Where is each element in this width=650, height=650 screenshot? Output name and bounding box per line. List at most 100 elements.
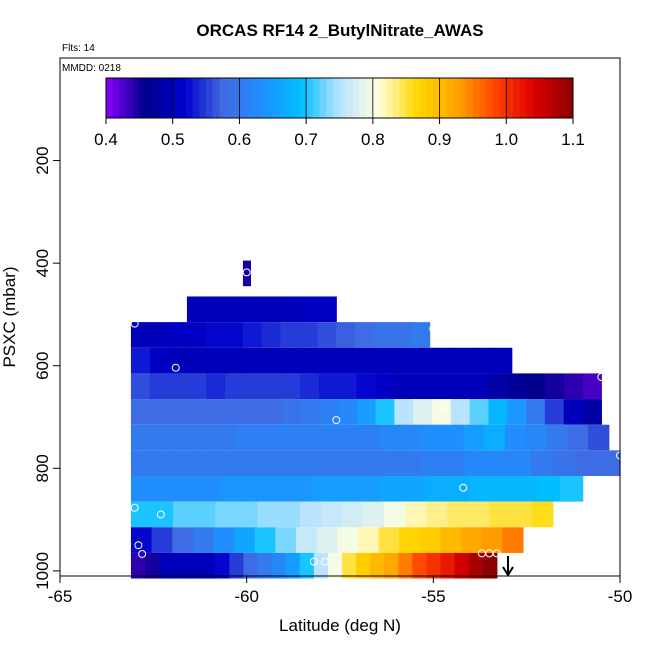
heatmap-cell (198, 475, 222, 502)
colorbar-cell (506, 78, 514, 118)
colorbar-cell (106, 78, 114, 118)
colorbar-cell (179, 78, 187, 118)
heatmap-cell (454, 347, 475, 374)
heatmap-cell (394, 373, 414, 400)
colorbar-cell (186, 78, 194, 118)
heatmap-cell (482, 552, 498, 579)
heatmap-cell (321, 347, 341, 374)
colorbar-cell (306, 78, 314, 118)
heatmap-cell (151, 424, 174, 451)
heatmap-cell (151, 527, 173, 553)
colorbar-cell (546, 78, 554, 118)
heatmap-cell (299, 552, 315, 579)
heatmap-cell (353, 450, 377, 476)
heatmap-cell (440, 552, 456, 579)
sample-point (332, 416, 341, 425)
colorbar-cell (286, 78, 294, 118)
colorbar-cell (512, 78, 521, 118)
colorbar-cell (372, 78, 381, 118)
heatmap-cell (563, 399, 584, 425)
heatmap-cell (234, 527, 256, 553)
sample-point (242, 268, 251, 277)
heatmap-cell (413, 399, 433, 425)
y-axis-label: PSXC (mbar) (0, 266, 19, 367)
heatmap-cell (486, 450, 510, 476)
colorbar-cell (332, 78, 340, 118)
colorbar-cell (526, 78, 534, 118)
heatmap-cell (262, 399, 283, 425)
heatmap-cell (370, 552, 385, 579)
heatmap-cell (130, 501, 153, 528)
heatmap-cell (582, 373, 602, 400)
heatmap-cell (130, 373, 151, 400)
colorbar-cell (499, 78, 507, 118)
heatmap-cell (271, 552, 287, 579)
heatmap-cell (188, 347, 208, 374)
heatmap-cell (226, 347, 246, 374)
heatmap-cell (269, 296, 288, 323)
heatmap-cell (502, 527, 524, 553)
heatmap-cell (468, 501, 491, 528)
heatmap-cell (537, 475, 561, 502)
colorbar-cell (146, 78, 154, 118)
heatmap-cell (285, 552, 301, 579)
flights-label: Flts: 14 (62, 43, 95, 54)
heatmap-cell (280, 322, 300, 348)
sample-point (134, 541, 143, 550)
sample-point (597, 373, 606, 382)
heatmap-cell (130, 347, 151, 374)
heatmap-cell (173, 501, 195, 528)
colorbar-cell (359, 78, 367, 118)
heatmap-cell (327, 552, 343, 579)
colorbar-cell (479, 78, 487, 118)
heatmap-cell (153, 475, 177, 502)
heatmap-cell (149, 373, 170, 400)
heatmap-cell (168, 373, 188, 400)
heatmap-cell (253, 296, 271, 323)
colorbar-frame (105, 77, 574, 119)
heatmap-cell (442, 424, 464, 451)
sample-points (130, 268, 624, 566)
heatmap-cell (334, 475, 358, 502)
heatmap-cell (234, 424, 257, 451)
heatmap-cell (149, 322, 169, 348)
y-tick-label: 1000 (33, 552, 52, 590)
x-tick-label: -55 (421, 587, 446, 606)
heatmap-cell (262, 373, 283, 400)
heatmap-cell (214, 424, 236, 451)
sample-point (138, 549, 147, 558)
heatmap-cell (130, 322, 151, 348)
x-axis: -65 -60 -55 -50 (48, 575, 632, 606)
sample-point (459, 483, 468, 492)
colorbar-cell (112, 78, 120, 118)
heatmap-cell (130, 450, 154, 476)
colorbar-cell (386, 78, 394, 118)
heatmap-cell (213, 527, 235, 553)
heatmap-cell (354, 322, 375, 348)
heatmap-cell (492, 475, 516, 502)
colorbar-cell (139, 78, 147, 118)
heatmap-cell (392, 322, 412, 348)
heatmap-cell (461, 527, 483, 553)
heatmap-cell (205, 322, 225, 348)
heatmap-cell (468, 552, 484, 579)
y-tick-label: 400 (33, 249, 52, 277)
colorbar-cell (172, 78, 180, 118)
heatmap-cell (337, 527, 359, 553)
colorbar-cell (219, 78, 227, 118)
heatmap-cell (219, 450, 243, 476)
heatmap-cell (397, 347, 418, 374)
heatmap-cell (356, 475, 380, 502)
colorbar-cell (452, 78, 461, 118)
heatmap-cell (373, 322, 393, 348)
colorbar-cell (419, 78, 427, 118)
colorbar-tick-label: 1.0 (494, 130, 518, 149)
colorbar-cell (279, 78, 287, 118)
heatmap-cell (356, 399, 377, 425)
heatmap-cell (317, 424, 340, 451)
heatmap-cell (507, 373, 527, 400)
heatmap-cell (187, 552, 202, 579)
heatmap-cell (473, 347, 494, 374)
colorbar-cell (239, 78, 247, 118)
heatmap-cell (286, 450, 310, 476)
